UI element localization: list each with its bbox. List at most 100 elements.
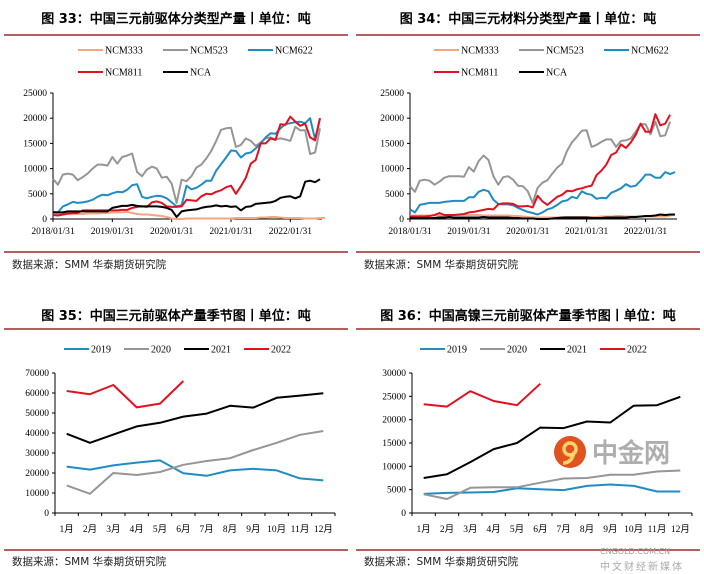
y-tick-label: 5000: [385, 190, 404, 200]
x-tick-label: 4月: [487, 524, 501, 535]
x-tick-label: 2022/01/31: [624, 227, 668, 237]
y-tick-label: 15000: [380, 139, 404, 149]
y-tick-label: 25000: [380, 89, 404, 99]
y-tick-label: 60000: [25, 389, 49, 399]
y-tick-label: 25000: [382, 392, 406, 402]
x-tick-label: 5月: [510, 524, 524, 535]
series-line-NCA: [410, 213, 675, 220]
x-tick-label: 2019/01/31: [91, 227, 135, 237]
x-tick-label: 2月: [83, 524, 97, 535]
legend-label-2021: 2021: [567, 345, 587, 356]
x-tick-label: 3月: [463, 524, 477, 535]
x-tick-label: 8月: [580, 524, 594, 535]
y-tick-label: 0: [399, 215, 404, 225]
figure-35-chart: 2019 2020 2021 2022 0 10000 20000 30000 40000 500…: [25, 345, 336, 535]
legend-label-2020: 2020: [151, 345, 171, 356]
data-source: 数据来源：SMM 华泰期货研究院: [364, 259, 519, 271]
series-line-NCM523: [52, 125, 321, 204]
legend-label-2019: 2019: [91, 345, 111, 356]
y-tick-label: 10000: [382, 462, 406, 472]
series-line-2021: [423, 395, 681, 479]
y-tick-label: 0: [44, 509, 49, 519]
figure-36-chart: 2019 2020 2021 2022 0 5000 10000 15000 20000 2500…: [382, 345, 693, 535]
watermark-graphic: 中金网: [554, 436, 670, 469]
y-tick-label: 30000: [382, 369, 406, 379]
y-tick-label: 5000: [28, 190, 47, 200]
legend-label-NCM622: NCM622: [631, 46, 669, 57]
legend-label-2022: 2022: [627, 345, 647, 356]
x-tick-label: 2021/01/31: [209, 227, 253, 237]
x-tick-label: 1月: [60, 524, 74, 535]
source-rule: [4, 251, 348, 253]
legend-label-2020: 2020: [507, 345, 527, 356]
figure-34-panel: 图 34：中国三元材料分类型产量丨单位：吨 NCM333 NCM523 NCM622…: [352, 0, 704, 287]
figure-34-chart: NCM333 NCM523 NCM622 NCM811 NCA 0 5000 10000 150…: [380, 46, 677, 237]
x-tick-label: 4月: [130, 524, 144, 535]
x-tick-label: 12月: [314, 524, 333, 535]
legend-label-NCM622: NCM622: [275, 46, 313, 57]
x-tick-label: 9月: [246, 524, 260, 535]
x-tick-label: 2020/01/31: [150, 227, 194, 237]
x-tick-label: 2018/01/31: [31, 227, 75, 237]
logo-swirl: [562, 441, 578, 457]
cngold-watermark: 中金网: [552, 430, 702, 510]
y-tick-label: 5000: [387, 486, 406, 496]
figure-33-title: 图 33：中国三元前驱体分类型产量丨单位：吨: [41, 12, 311, 27]
y-tick-label: 30000: [25, 449, 49, 459]
x-tick-label: 2020/01/31: [506, 227, 550, 237]
series-line-2020: [66, 430, 324, 495]
legend-label-2021: 2021: [211, 345, 231, 356]
y-tick-label: 50000: [25, 409, 49, 419]
x-tick-label: 10月: [624, 524, 643, 535]
y-tick-label: 20000: [382, 416, 406, 426]
x-tick-label: 7月: [557, 524, 571, 535]
y-tick-label: 20000: [23, 114, 47, 124]
data-source: 数据来源：SMM 华泰期货研究院: [12, 259, 167, 271]
series-line-2019: [423, 483, 681, 495]
source-rule: [356, 251, 700, 253]
y-tick-label: 40000: [25, 429, 49, 439]
legend-label-NCM523: NCM523: [546, 46, 584, 57]
x-tick-label: 7月: [200, 524, 214, 535]
figure-35-title: 图 35：中国三元前驱体产量季节图丨单位：吨: [41, 309, 311, 324]
legend-label-NCM523: NCM523: [190, 46, 228, 57]
y-tick-label: 0: [42, 215, 47, 225]
x-tick-label: 9月: [603, 524, 617, 535]
source-rule: [4, 549, 348, 551]
y-tick-label: 15000: [382, 439, 406, 449]
x-tick-label: 2019/01/31: [447, 227, 491, 237]
x-tick-label: 2021/01/31: [565, 227, 609, 237]
source-rule: [356, 549, 700, 551]
legend-label-NCM333: NCM333: [461, 46, 499, 57]
series-line-2022: [423, 382, 541, 408]
figure-36-panel: 图 36：中国高镍三元前驱体产量季节图丨单位：吨 2019 2020 2021 202…: [352, 287, 704, 574]
series-line-NCM622: [409, 171, 676, 216]
legend-label-NCA: NCA: [190, 68, 212, 79]
series-line-NCM811: [410, 113, 671, 218]
figure-33-panel: 图 33：中国三元前驱体分类型产量丨单位：吨 NCM333 NCM523 NCM62…: [0, 0, 352, 287]
x-tick-label: 2月: [440, 524, 454, 535]
series-line-NCA: [53, 178, 321, 218]
y-tick-label: 15000: [23, 139, 47, 149]
series-line-2019: [66, 459, 324, 482]
legend-label-NCM811: NCM811: [461, 68, 498, 79]
figure-35-panel: 图 35：中国三元前驱体产量季节图丨单位：吨 2019 2020 2021 2022 0…: [0, 287, 352, 574]
title-rule: [356, 34, 700, 36]
series-line-NCM333: [52, 210, 325, 220]
series-line-2022: [66, 380, 184, 409]
y-tick-label: 20000: [380, 114, 404, 124]
legend-label-NCA: NCA: [546, 68, 568, 79]
series-line-NCM523: [409, 120, 672, 204]
y-tick-label: 20000: [25, 469, 49, 479]
figure-34-title: 图 34：中国三元材料分类型产量丨单位：吨: [399, 12, 657, 27]
x-tick-label: 1月: [417, 524, 431, 535]
data-source: 数据来源：SMM 华泰期货研究院: [364, 556, 519, 568]
x-tick-label: 12月: [671, 524, 690, 535]
series-line-NCM622: [52, 117, 321, 214]
title-rule: [4, 34, 348, 36]
y-tick-label: 0: [401, 509, 406, 519]
x-tick-label: 6月: [176, 524, 190, 535]
series-line-2021: [66, 392, 324, 444]
title-rule: [356, 328, 700, 330]
legend-label-2022: 2022: [271, 345, 291, 356]
